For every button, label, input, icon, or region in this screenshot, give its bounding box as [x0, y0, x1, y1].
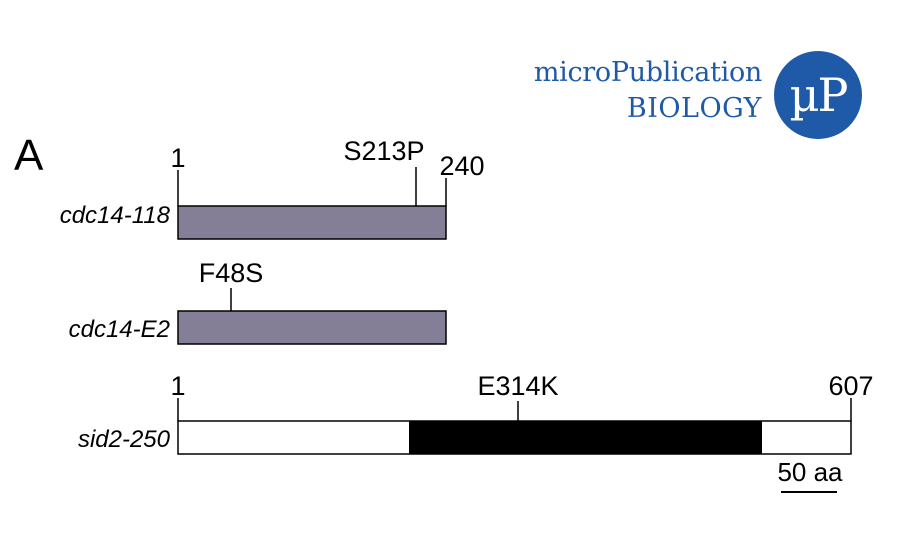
mutation-label-f48s: F48S [199, 258, 264, 288]
protein-name-cdc14-118: cdc14-118 [60, 202, 171, 229]
kinase-domain-sid2-250 [409, 421, 762, 454]
start-label-sid2-250: 1 [170, 371, 185, 401]
protein-bar-cdc14-118 [177, 205, 447, 240]
start-label-cdc14-118: 1 [170, 143, 185, 173]
mutation-label-s213p: S213P [343, 136, 424, 166]
scale-bar-label: 50 aa [777, 457, 843, 487]
logo-wordmark-line2: BIOLOGY [626, 93, 762, 124]
protein-bar-cdc14-e2 [177, 310, 447, 345]
protein-name-cdc14-e2: cdc14-E2 [69, 316, 170, 343]
protein-cdc14-118: cdc14-118 1 240 S213P [60, 136, 485, 240]
panel-label: A [14, 131, 44, 180]
protein-sid2-250: sid2-250 1 607 E314K [78, 371, 874, 455]
logo-up-icon: µP [774, 51, 862, 139]
scale-bar: 50 aa [777, 457, 843, 493]
mutation-label-e314k: E314K [477, 371, 558, 401]
length-label-cdc14-118: 240 [439, 151, 484, 181]
micropublication-logo: microPublication BIOLOGY µP [470, 45, 880, 145]
logo-wordmark-line1: microPublication [533, 57, 762, 88]
length-label-sid2-250: 607 [828, 371, 873, 401]
protein-name-sid2-250: sid2-250 [78, 426, 171, 453]
protein-cdc14-e2: cdc14-E2 F48S [69, 258, 447, 345]
